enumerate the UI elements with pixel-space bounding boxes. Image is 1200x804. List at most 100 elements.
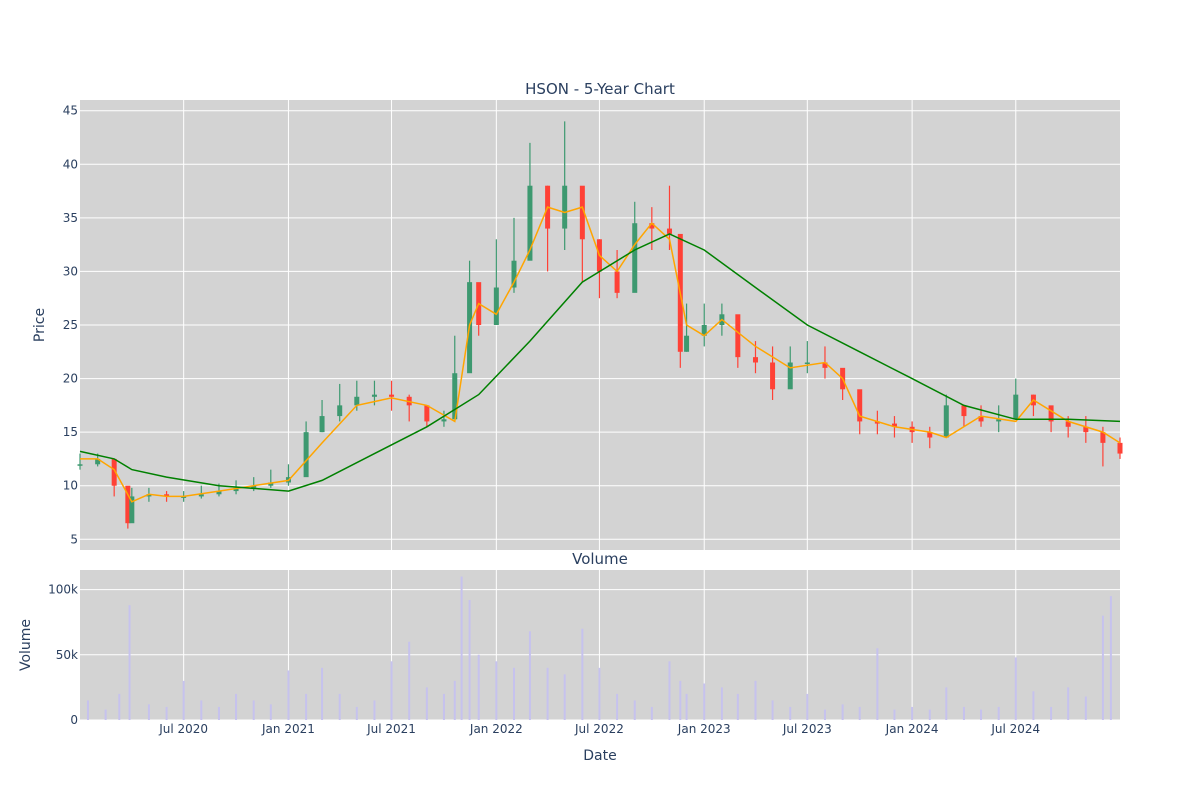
- volume-bar: [305, 693, 308, 720]
- volume-bar: [321, 667, 324, 720]
- candle-body: [614, 271, 620, 293]
- candle-body: [684, 335, 690, 352]
- candle-body: [354, 396, 360, 406]
- candle-body: [511, 260, 517, 288]
- volume-bar: [355, 706, 358, 720]
- volume-bar: [736, 693, 739, 720]
- volume-bar: [528, 631, 531, 720]
- volume-bar: [1109, 596, 1112, 720]
- volume-bar: [703, 683, 706, 720]
- candle-body: [632, 223, 638, 293]
- volume-bar: [235, 693, 238, 720]
- x-tick-label: Jul 2020: [158, 722, 208, 736]
- x-tick-label: Jan 2021: [261, 722, 315, 736]
- volume-bar: [408, 641, 411, 720]
- candle-body: [666, 228, 672, 234]
- candle-body: [129, 496, 135, 524]
- candle-body: [251, 485, 257, 488]
- volume-bar: [945, 687, 948, 720]
- volume-bar: [442, 693, 445, 720]
- volume-bar: [118, 693, 121, 720]
- volume-bar: [1032, 691, 1035, 720]
- volume-bar: [858, 706, 861, 720]
- candle-body: [198, 494, 204, 497]
- candle-body: [752, 357, 758, 363]
- price-y-tick-label: 10: [63, 479, 78, 493]
- candle-body: [874, 421, 880, 424]
- candle-body: [452, 373, 458, 420]
- volume-chart-title: Volume: [572, 550, 628, 568]
- volume-bar: [390, 661, 393, 720]
- price-y-axis: 5 10 15 20 25 30 35 40 45: [63, 104, 78, 547]
- volume-bar: [841, 704, 844, 720]
- volume-bar: [581, 628, 584, 720]
- x-tick-label: Jan 2022: [469, 722, 523, 736]
- volume-bar: [720, 687, 723, 720]
- candle-body: [1117, 442, 1123, 454]
- volume-y-axis: 0 50k 100k: [48, 583, 78, 727]
- candle-body: [319, 416, 325, 433]
- volume-bar: [928, 709, 931, 720]
- volume-bar: [269, 704, 272, 720]
- candle-body: [735, 314, 741, 358]
- candle-body: [146, 494, 152, 497]
- volume-bar: [893, 709, 896, 720]
- price-y-tick-label: 30: [63, 264, 78, 278]
- volume-bar: [668, 661, 671, 720]
- candle-body: [527, 185, 533, 261]
- candle-body: [1083, 426, 1089, 433]
- volume-bar: [598, 667, 601, 720]
- volume-bar: [911, 706, 914, 720]
- volume-bar: [1101, 615, 1104, 720]
- volume-bar: [373, 700, 376, 720]
- candle-body: [787, 362, 793, 390]
- volume-bar: [823, 709, 826, 720]
- candle-body: [822, 362, 828, 368]
- moving-average-long-line: [79, 233, 1121, 492]
- x-axis-label: Date: [583, 748, 616, 764]
- volume-bars: [86, 576, 1112, 720]
- price-y-tick-label: 45: [63, 104, 78, 118]
- x-tick-label: Jul 2024: [990, 722, 1040, 736]
- volume-bar: [650, 706, 653, 720]
- volume-bar: [679, 680, 682, 720]
- x-tick-label: Jul 2021: [366, 722, 416, 736]
- candle-body: [978, 416, 984, 422]
- price-y-axis-label: Price: [32, 308, 48, 342]
- volume-bar: [252, 700, 255, 720]
- candle-body: [181, 496, 187, 498]
- volume-bar: [147, 704, 150, 720]
- moving-average-short-line: [80, 206, 1121, 503]
- candle-body: [268, 482, 274, 486]
- x-axis: Jul 2020 Jan 2021 Jul 2021 Jan 2022 Jul 2022…: [158, 722, 1040, 736]
- candle-body: [424, 405, 430, 422]
- candle-body: [371, 394, 377, 397]
- volume-bar: [1067, 687, 1070, 720]
- volume-bar: [685, 693, 688, 720]
- candle-body: [579, 185, 585, 240]
- candle-body: [649, 223, 655, 229]
- x-tick-label: Jan 2024: [885, 722, 939, 736]
- volume-bar: [453, 680, 456, 720]
- candle-body: [337, 405, 343, 417]
- volume-bar: [477, 654, 480, 720]
- volume-bar: [980, 709, 983, 720]
- volume-bar: [563, 674, 566, 720]
- volume-bar: [287, 670, 290, 720]
- volume-bar: [86, 700, 89, 720]
- volume-y-tick-label: 50k: [56, 648, 78, 662]
- x-tick-label: Jul 2022: [574, 722, 624, 736]
- volume-bar: [495, 661, 498, 720]
- candle-body: [389, 394, 395, 397]
- volume-bar: [425, 687, 428, 720]
- candle-body: [1013, 394, 1019, 420]
- volume-y-tick-label: 0: [70, 713, 78, 727]
- volume-y-axis-label: Volume: [18, 619, 34, 671]
- volume-bar: [789, 706, 792, 720]
- volume-y-tick-label: 100k: [48, 583, 78, 597]
- candle-body: [77, 464, 83, 466]
- volume-bar: [182, 680, 185, 720]
- candle-body: [562, 185, 568, 229]
- candle-body: [303, 432, 309, 478]
